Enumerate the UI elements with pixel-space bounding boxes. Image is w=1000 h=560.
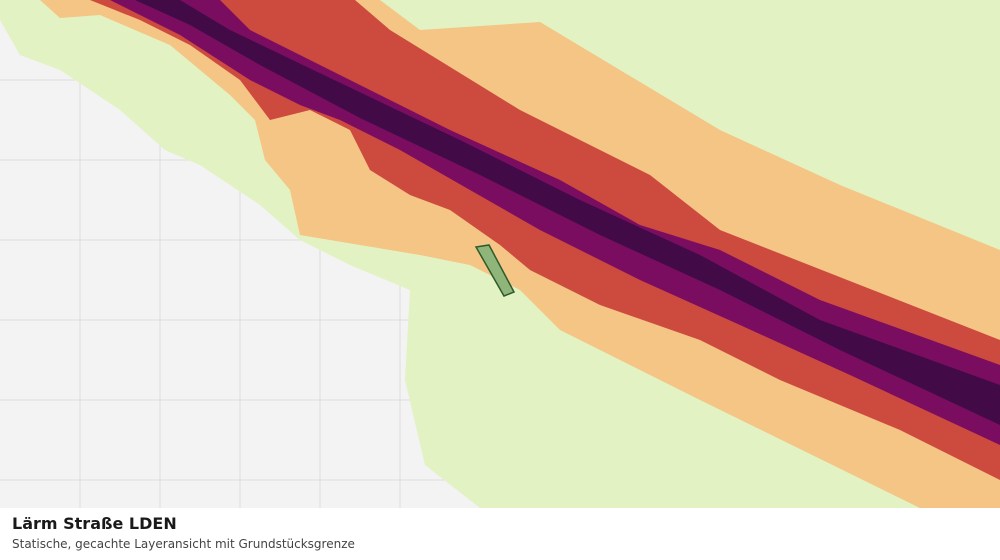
noise-zone-extreme [135, 0, 1000, 425]
caption-panel: Lärm Straße LDEN Statische, gecachte Lay… [0, 508, 1000, 560]
map-title: Lärm Straße LDEN [12, 514, 177, 533]
noise-zone-very-high [110, 0, 1000, 445]
noise-zone-high [90, 0, 1000, 480]
parcel-boundary[interactable] [474, 244, 516, 297]
map-canvas [0, 0, 1000, 508]
map-subtitle: Statische, gecachte Layeransicht mit Gru… [12, 537, 355, 551]
